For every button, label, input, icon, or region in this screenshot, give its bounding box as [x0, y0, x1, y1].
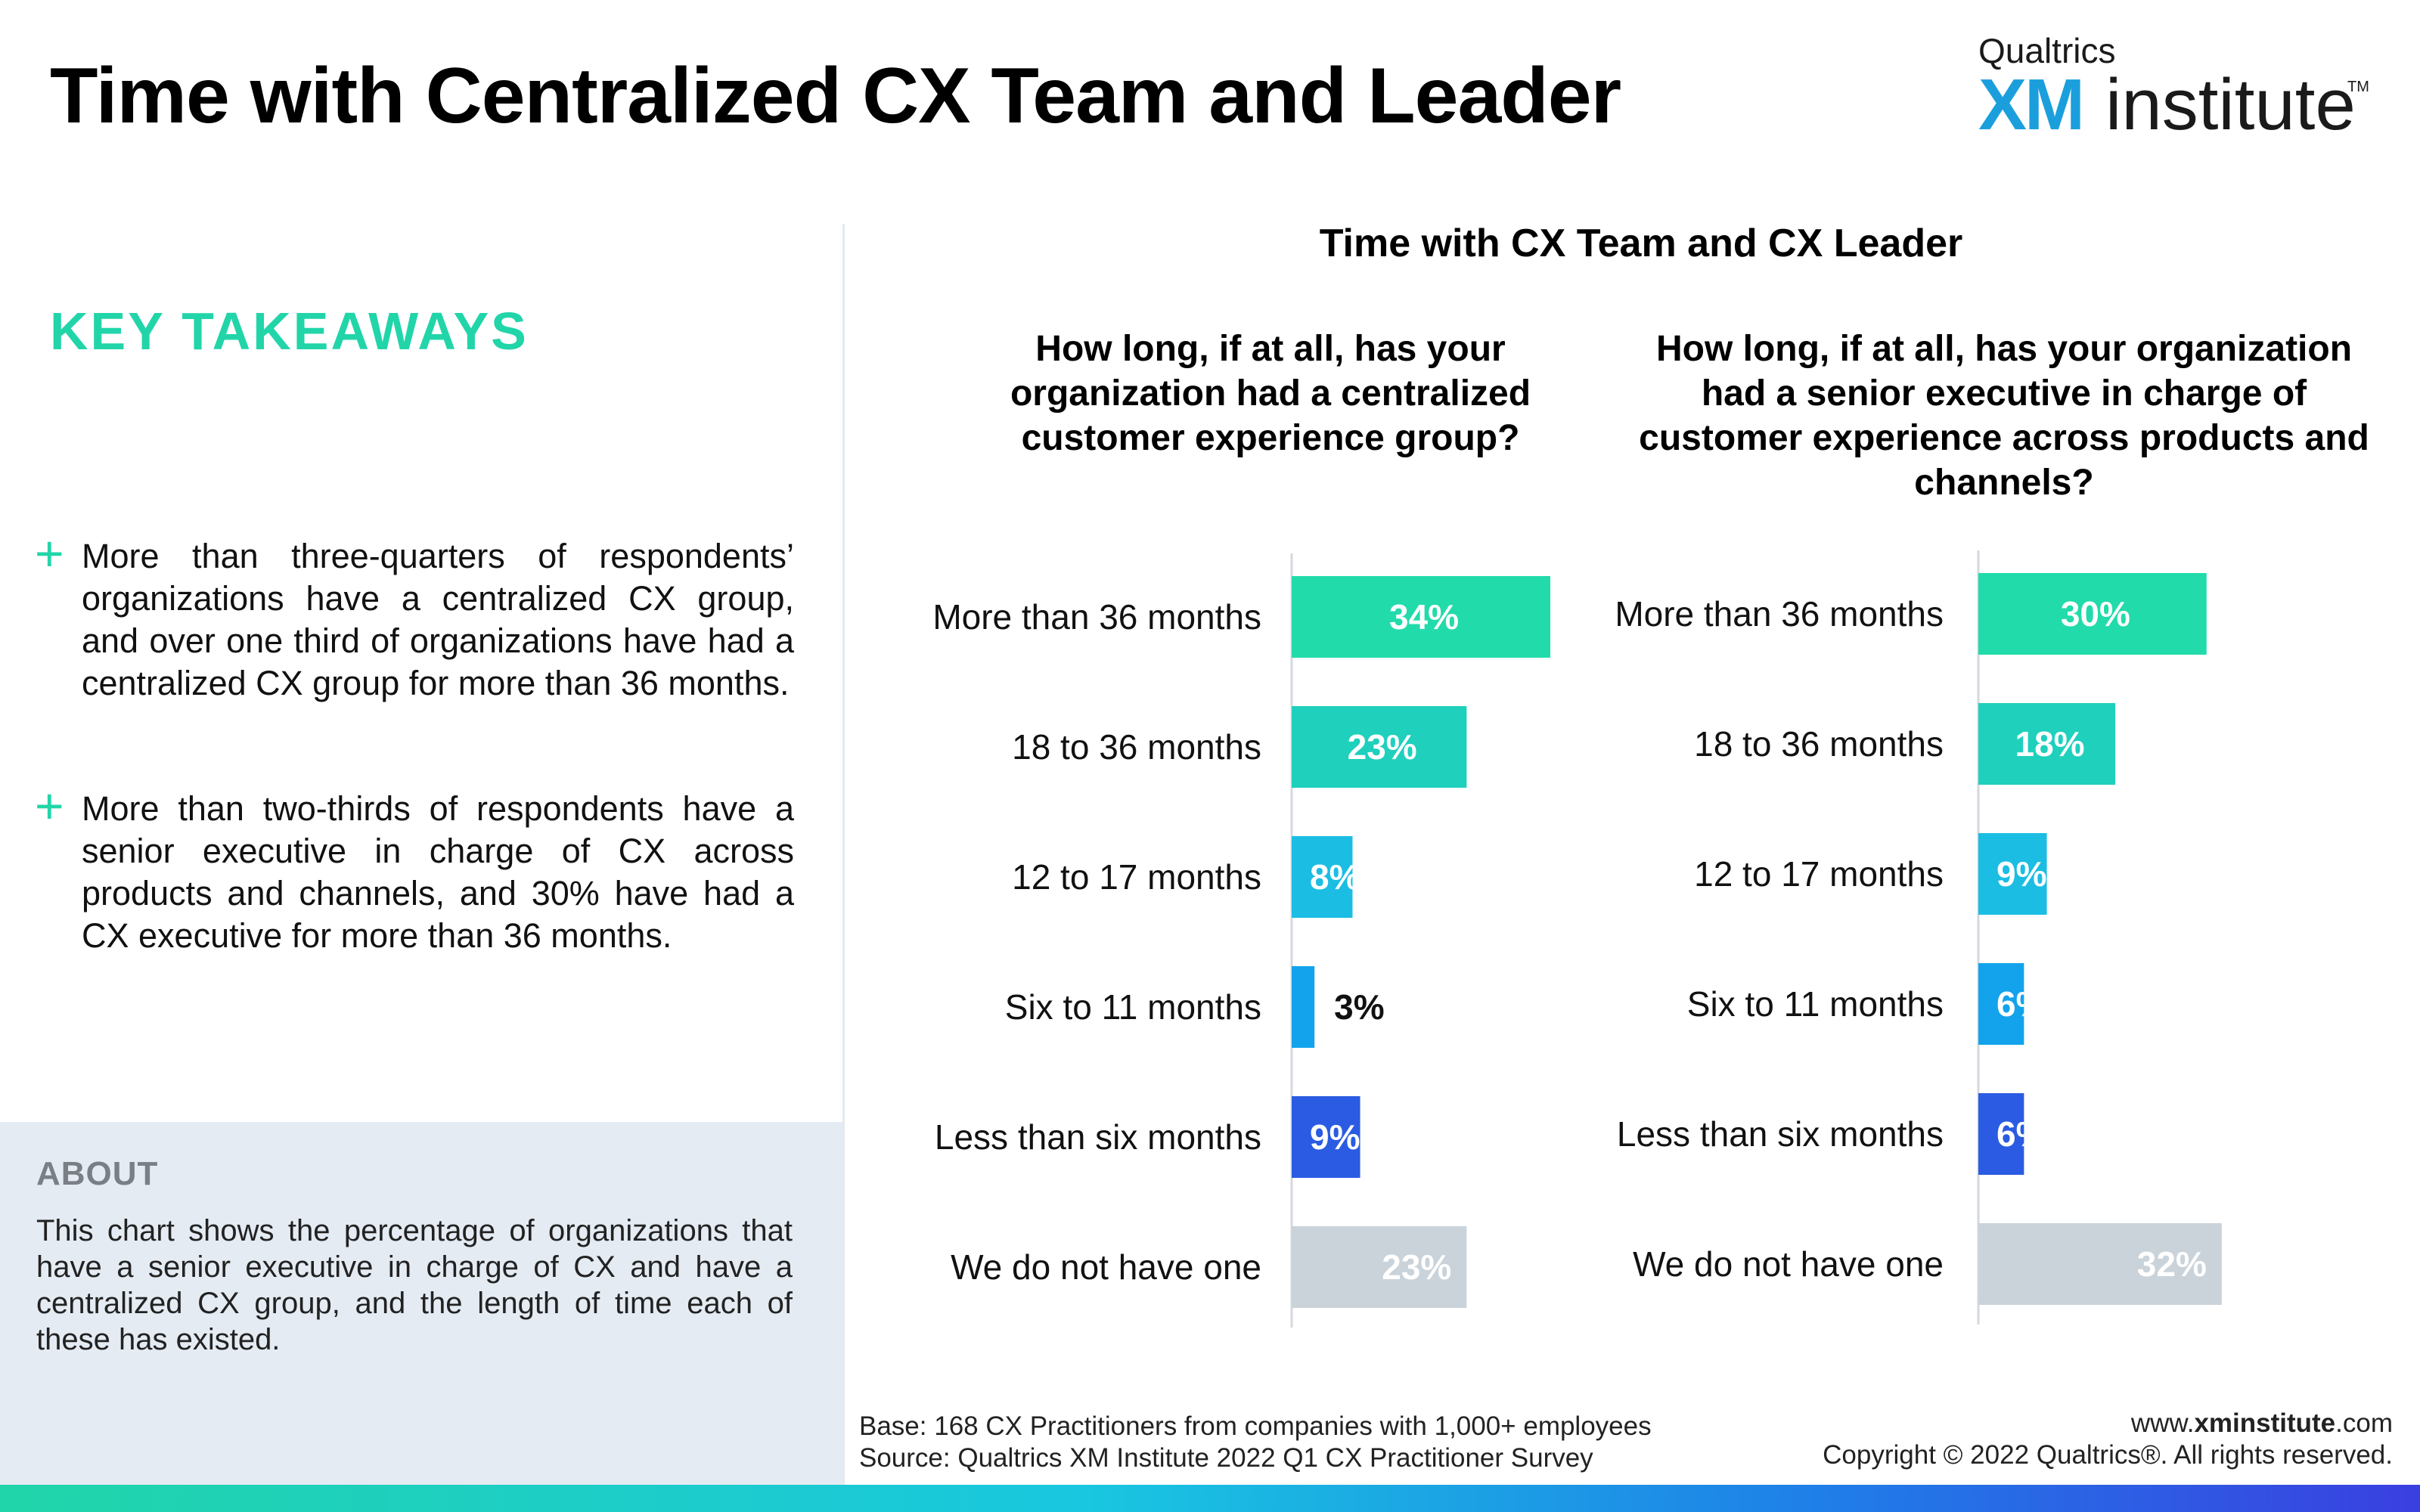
category-label: 18 to 36 months [1694, 724, 1944, 764]
category-label: 18 to 36 months [1012, 727, 1261, 767]
plus-icon: + [35, 525, 64, 581]
value-label: 6% [1996, 984, 2046, 1024]
xm-institute-logo: Qualtrics XM institute TM [1978, 30, 2372, 145]
about-text: This chart shows the percentage of organ… [36, 1214, 793, 1356]
category-label: We do not have one [1633, 1244, 1944, 1284]
value-label: 23% [1382, 1247, 1451, 1287]
chart-1: More than 36 months 34% 18 to 36 months 23%… [932, 553, 1550, 1328]
value-label: 34% [1389, 597, 1459, 637]
footer-website[interactable]: www.xminstitute.com [2130, 1408, 2393, 1438]
value-label: 9% [1310, 1117, 1360, 1157]
bar-6 [1292, 1226, 1467, 1308]
bar-6 [1978, 1223, 2222, 1305]
chart-question-right: How long, if at all, has your organizati… [1639, 329, 2369, 503]
value-label: 3% [1334, 987, 1384, 1027]
footer-source: Base: 168 CX Practitioners from companie… [859, 1411, 1652, 1474]
value-label: 6% [1996, 1114, 2046, 1154]
category-label: Less than six months [1617, 1114, 1944, 1154]
category-label: Less than six months [935, 1117, 1261, 1157]
logo-qualtrics-text: Qualtrics [1978, 31, 2116, 70]
chart-title: Time with CX Team and CX Leader [1319, 222, 1963, 265]
chart-question-left: How long, if at all, has your organizati… [1010, 329, 1531, 458]
value-label: 8% [1310, 857, 1360, 897]
bar-2 [1978, 703, 2116, 785]
category-label: More than 36 months [1615, 594, 1944, 634]
category-label: 12 to 17 months [1012, 857, 1261, 897]
category-label: More than 36 months [932, 597, 1261, 637]
value-label: 18% [2015, 724, 2084, 764]
bar-3 [1978, 833, 2047, 915]
vertical-divider [842, 224, 845, 1485]
footer-copyright-text: Copyright © 2022 Qualtrics®. All rights … [1823, 1440, 2393, 1470]
chart-2: More than 36 months 30% 18 to 36 months 18%… [1615, 550, 2222, 1325]
footer-copyright: www.xminstitute.com Copyright © 2022 Qua… [1823, 1408, 2393, 1471]
bar-2 [1292, 706, 1467, 788]
footer-base-text: Base: 168 CX Practitioners from companie… [859, 1411, 1652, 1441]
category-label: 12 to 17 months [1694, 854, 1944, 894]
takeaway-text: More than three-quarters of respondents’… [82, 537, 794, 702]
bar-4 [1292, 966, 1315, 1048]
bar-4 [1978, 963, 2024, 1045]
about-panel: ABOUT This chart shows the percentage of… [0, 1122, 842, 1485]
key-takeaways-title: KEY TAKEAWAYS [50, 302, 529, 361]
category-label: Six to 11 months [1687, 984, 1944, 1024]
bar-5 [1978, 1093, 2024, 1175]
about-title: ABOUT [36, 1155, 159, 1192]
logo-xm-text: XM [1978, 64, 2085, 145]
bar-1 [1292, 576, 1550, 658]
value-label: 9% [1996, 854, 2046, 894]
value-label: 30% [2061, 594, 2130, 634]
page-title: Time with Centralized CX Team and Leader [50, 52, 1621, 140]
takeaway-item: + More than two-thirds of respondents ha… [35, 778, 794, 957]
logo-trademark: TM [2347, 79, 2369, 95]
takeaway-item: + More than three-quarters of respondent… [35, 525, 794, 705]
bar-5 [1292, 1096, 1360, 1178]
bar-3 [1292, 836, 1353, 918]
takeaway-text: More than two-thirds of respondents have… [82, 789, 794, 955]
plus-icon: + [35, 778, 64, 834]
category-label: We do not have one [951, 1247, 1261, 1287]
bar-1 [1978, 573, 2207, 655]
footer-source-text: Source: Qualtrics XM Institute 2022 Q1 C… [859, 1443, 1593, 1473]
value-label: 32% [2137, 1244, 2207, 1284]
category-label: Six to 11 months [1005, 987, 1261, 1027]
value-label: 23% [1348, 727, 1417, 767]
logo-institute-text: institute [2105, 64, 2356, 145]
bottom-gradient-strip [0, 1485, 2420, 1512]
